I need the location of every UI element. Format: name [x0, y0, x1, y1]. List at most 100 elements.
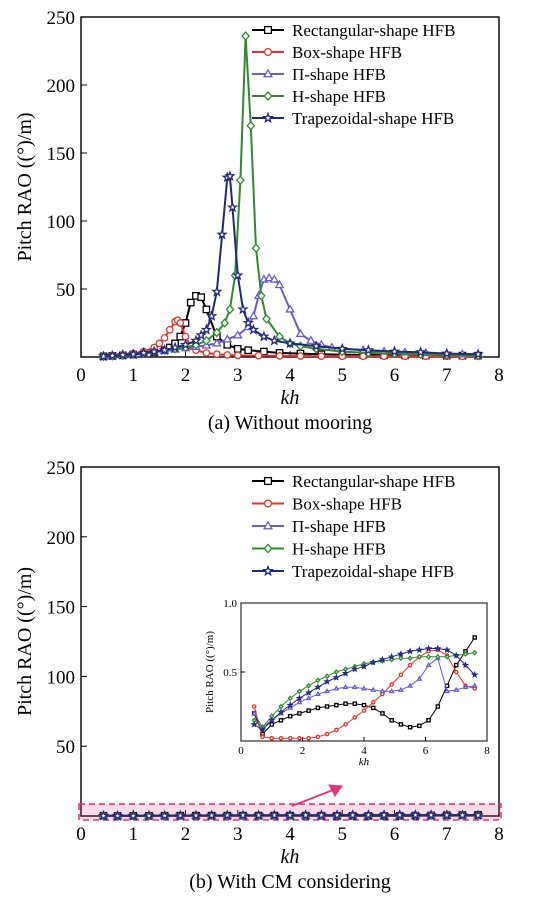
y-axis-label: Pitch RAO ((°)/m) [14, 567, 36, 716]
data-point [461, 661, 470, 669]
data-point [295, 328, 306, 338]
data-point [127, 809, 140, 821]
data-point [370, 686, 377, 692]
data-point [254, 351, 263, 360]
data-point [407, 682, 414, 688]
data-point [127, 348, 140, 360]
data-point [158, 809, 171, 821]
x-tick-label: 6 [390, 365, 400, 386]
plot-frame [240, 602, 488, 742]
data-point [296, 352, 305, 360]
data-point [398, 672, 404, 678]
data-point [324, 731, 330, 737]
data-point [331, 809, 343, 821]
legend-label: Trapezoidal-shape HFB [292, 109, 454, 128]
data-point [362, 344, 375, 356]
data-point [232, 330, 243, 339]
data-point [226, 201, 239, 213]
data-point [471, 682, 478, 688]
data-point [352, 701, 358, 706]
data-point [212, 338, 222, 347]
data-point [315, 809, 328, 821]
data-point [260, 734, 265, 740]
y-tick-label: 0.5 [223, 667, 237, 679]
panel-caption: (b) With CM considering [189, 871, 391, 893]
data-point [369, 658, 377, 666]
data-point [453, 669, 459, 675]
pointer-arrow-line [291, 789, 334, 807]
legend-item: Trapezoidal-shape HFB [252, 109, 454, 128]
data-point [248, 311, 259, 320]
panel-a: 0 1 2 3 4 5 6 7 8 50 100 150 200 250 kh Pitch RAO ((°)/… [14, 8, 504, 434]
data-point [242, 316, 255, 328]
data-point [222, 334, 233, 343]
legend-item: Π-shape HFB [252, 517, 386, 536]
data-point [472, 809, 484, 821]
x-tick-label: 7 [442, 365, 452, 386]
data-point [233, 344, 242, 353]
x-tick-label: 4 [285, 824, 295, 845]
x-axis-label: kh [281, 846, 300, 868]
series-trapezoidal-shape-hfb [97, 170, 484, 362]
x-tick-label: 2 [300, 745, 306, 757]
legend-label: Trapezoidal-shape HFB [292, 562, 454, 581]
data-point [225, 304, 235, 315]
legend-marker [263, 25, 273, 35]
data-point [179, 338, 192, 350]
series-rectangular-shape-hfb [251, 635, 477, 737]
data-point [233, 351, 242, 360]
data-point [462, 651, 469, 657]
data-point [414, 346, 427, 358]
data-point [165, 325, 174, 334]
data-point [247, 323, 260, 335]
data-point [306, 335, 316, 344]
data-point [264, 272, 274, 282]
data-point [296, 688, 303, 695]
data-point [398, 722, 404, 727]
legend-marker [263, 543, 273, 554]
data-point [334, 727, 339, 733]
data-point [379, 688, 386, 694]
x-tick-label: 8 [484, 745, 490, 757]
data-point [251, 243, 261, 254]
data-point [315, 734, 321, 740]
legend-label: Rectangular-shape HFB [292, 21, 455, 40]
legend: Rectangular-shape HFB Box-shape HFB Π-shap… [252, 472, 455, 581]
data-point [268, 334, 281, 346]
data-point [251, 704, 257, 709]
data-point [324, 704, 330, 709]
series-trapezoidal-shape-hfb [97, 808, 484, 821]
data-point [332, 673, 340, 681]
y-tick-label: 250 [47, 458, 76, 479]
data-point [315, 705, 321, 711]
data-point [223, 351, 232, 359]
data-point [425, 809, 437, 820]
data-point [453, 686, 460, 692]
data-point [416, 675, 423, 681]
data-point [278, 735, 284, 741]
legend-marker [262, 564, 274, 577]
legend-marker [263, 476, 273, 486]
data-point [388, 688, 395, 694]
data-point [275, 352, 284, 360]
x-tick-label: 0 [76, 824, 86, 845]
legend-item: Rectangular-shape HFB [252, 472, 455, 491]
data-point [324, 688, 331, 694]
data-point [342, 683, 349, 690]
legend-marker [262, 68, 274, 78]
data-point [258, 330, 270, 342]
legend-label: Π-shape HFB [292, 517, 386, 536]
data-point [333, 685, 340, 691]
y-tick-label: 50 [56, 737, 75, 758]
data-point [343, 722, 348, 727]
pointer-arrow-head [328, 784, 343, 797]
legend-marker [263, 47, 273, 57]
data-point [256, 290, 266, 301]
data-point [106, 349, 119, 361]
data-point [169, 341, 181, 353]
series-trapezoidal-shape-hfb [250, 644, 479, 734]
data-point [200, 323, 213, 335]
legend-marker [262, 520, 274, 530]
data-point [346, 809, 359, 820]
data-point [148, 345, 160, 357]
